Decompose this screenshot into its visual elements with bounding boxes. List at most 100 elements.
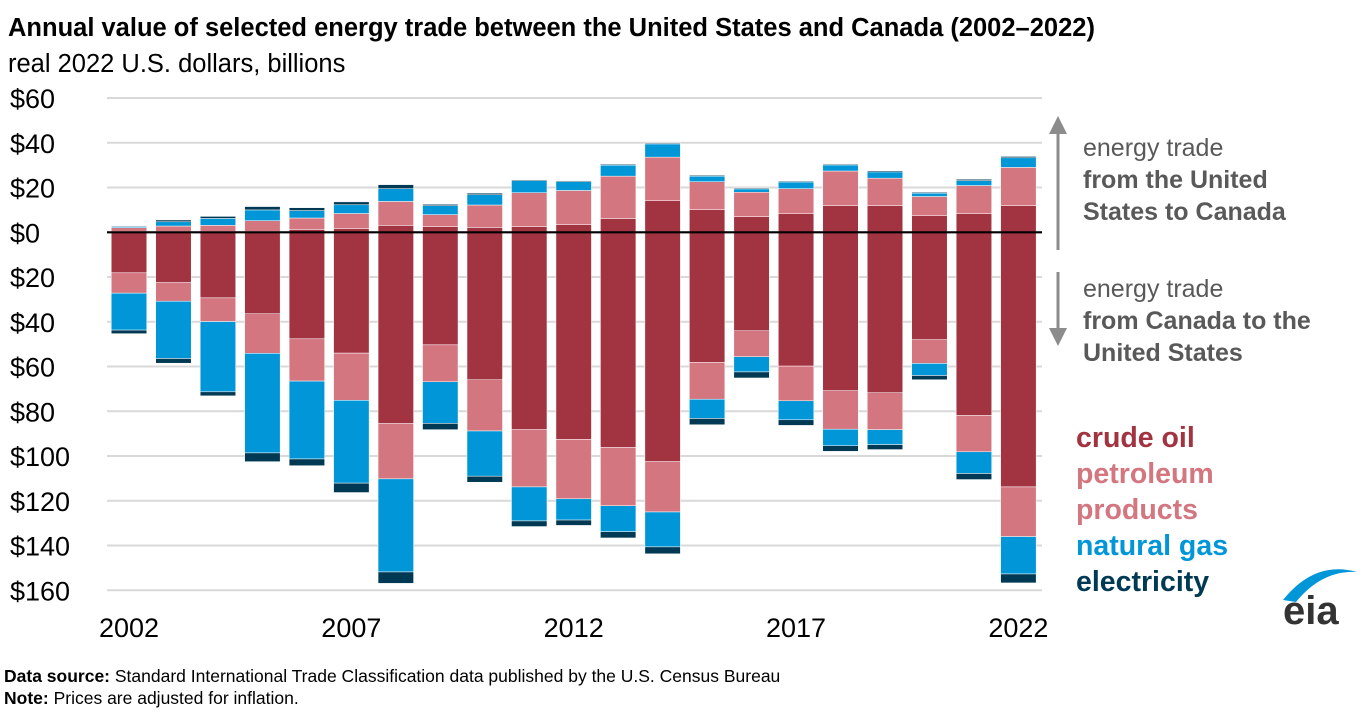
bar-import-electricity-2015: [689, 418, 726, 425]
bar-import-petroleum-products-2006: [288, 338, 325, 382]
y-tick-label: $0: [10, 218, 40, 248]
y-tick-label: $140: [10, 532, 70, 562]
bar-export-natural-gas-2003: [155, 221, 192, 227]
bar-export-natural-gas-2012: [555, 181, 592, 191]
bar-export-electricity-2015: [689, 174, 726, 177]
bar-import-electricity-2018: [822, 445, 859, 452]
bar-export-petroleum-products-2021: [955, 185, 992, 214]
bar-import-petroleum-products-2022: [1000, 486, 1037, 537]
bar-import-crude-oil-2021: [955, 232, 992, 416]
bar-import-electricity-2010: [466, 475, 503, 483]
bar-import-crude-oil-2012: [555, 232, 592, 440]
bar-export-crude-oil-2020: [911, 215, 948, 233]
bar-import-electricity-2002: [111, 329, 147, 334]
bar-import-petroleum-products-2012: [555, 439, 592, 500]
bar-import-petroleum-products-2018: [822, 390, 859, 430]
bar-import-electricity-2020: [911, 375, 948, 381]
bar-export-petroleum-products-2015: [689, 181, 726, 210]
bar-import-petroleum-products-2003: [155, 282, 192, 302]
bar-export-petroleum-products-2013: [600, 175, 637, 219]
bar-import-electricity-2008: [377, 571, 414, 584]
bar-import-natural-gas-2005: [244, 353, 281, 454]
arrow-up-icon: [1049, 116, 1067, 250]
bar-export-petroleum-products-2004: [199, 225, 236, 232]
bar-import-natural-gas-2012: [555, 498, 592, 521]
bar-export-petroleum-products-2011: [511, 192, 548, 227]
bar-export-natural-gas-2014: [644, 143, 681, 158]
bar-import-petroleum-products-2015: [689, 362, 726, 400]
bar-export-electricity-2021: [955, 179, 992, 181]
bar-import-crude-oil-2008: [377, 232, 414, 424]
bar-export-natural-gas-2011: [511, 180, 548, 193]
annotation-exports-line2: from the United: [1083, 166, 1268, 194]
bar-import-natural-gas-2017: [778, 400, 815, 421]
bar-export-natural-gas-2009: [422, 205, 459, 215]
bar-import-natural-gas-2002: [111, 292, 147, 331]
bar-import-petroleum-products-2016: [733, 330, 770, 357]
bar-import-crude-oil-2016: [733, 232, 770, 331]
bar-import-petroleum-products-2007: [333, 352, 370, 401]
bar-export-crude-oil-2014: [644, 200, 681, 233]
bar-export-crude-oil-2022: [1000, 205, 1037, 233]
bar-import-crude-oil-2013: [600, 232, 637, 448]
bar-export-natural-gas-2021: [955, 180, 992, 186]
bar-export-petroleum-products-2019: [866, 177, 903, 206]
bar-import-natural-gas-2009: [422, 381, 459, 424]
bar-import-natural-gas-2021: [955, 451, 992, 474]
bar-import-crude-oil-2009: [422, 232, 459, 346]
annotation-imports: energy trade from Canada to the United S…: [1083, 273, 1311, 369]
bar-export-petroleum-products-2008: [377, 201, 414, 226]
bar-import-petroleum-products-2019: [866, 392, 903, 430]
bar-import-petroleum-products-2004: [199, 297, 236, 322]
bar-export-electricity-2006: [288, 207, 325, 211]
legend: crude oil petroleum products natural gas…: [1076, 420, 1228, 600]
bar-import-natural-gas-2014: [644, 511, 681, 548]
bar-import-natural-gas-2011: [511, 486, 548, 522]
bar-export-natural-gas-2008: [377, 188, 414, 202]
bar-import-natural-gas-2015: [689, 398, 726, 419]
legend-electricity: electricity: [1076, 566, 1210, 598]
x-tick-label: 2007: [321, 613, 381, 643]
bar-export-natural-gas-2019: [866, 171, 903, 179]
bar-export-natural-gas-2004: [199, 218, 236, 226]
bar-import-natural-gas-2008: [377, 478, 414, 573]
note-text: Prices are adjusted for inflation.: [48, 688, 299, 708]
y-tick-label: $100: [10, 442, 70, 472]
legend-natural-gas: natural gas: [1076, 530, 1229, 562]
bar-export-petroleum-products-2009: [422, 214, 459, 227]
x-tick-label: 2002: [99, 613, 159, 643]
chart-title: Annual value of selected energy trade be…: [8, 14, 1095, 42]
legend-petroleum-products-line1: petroleum: [1076, 458, 1214, 490]
annotation-exports-line3: States to Canada: [1083, 198, 1286, 226]
footnote: Note: Prices are adjusted for inflation.: [4, 688, 299, 709]
bar-export-petroleum-products-2007: [333, 213, 370, 229]
bar-export-natural-gas-2018: [822, 164, 859, 172]
bar-import-electricity-2022: [1000, 573, 1037, 584]
bar-import-electricity-2003: [155, 358, 192, 364]
bar-export-electricity-2002: [111, 225, 147, 227]
svg-text:eia: eia: [1283, 589, 1339, 633]
bar-import-electricity-2009: [422, 423, 459, 430]
bar-export-electricity-2014: [644, 142, 681, 145]
note-label: Note:: [4, 688, 49, 708]
bar-export-natural-gas-2016: [733, 188, 770, 193]
bar-export-electricity-2022: [1000, 156, 1037, 159]
annotation-exports-line1: energy trade: [1083, 134, 1224, 162]
bar-import-crude-oil-2007: [333, 232, 370, 354]
bar-import-crude-oil-2017: [778, 232, 815, 367]
bar-import-crude-oil-2004: [199, 232, 236, 299]
y-tick-label: $40: [10, 129, 55, 159]
bar-import-natural-gas-2007: [333, 400, 370, 484]
bar-import-natural-gas-2003: [155, 300, 192, 359]
bar-export-natural-gas-2007: [333, 204, 370, 214]
x-tick-label: 2022: [988, 613, 1048, 643]
bar-import-petroleum-products-2008: [377, 423, 414, 480]
bar-export-petroleum-products-2014: [644, 156, 681, 202]
bar-import-petroleum-products-2020: [911, 339, 948, 364]
bar-export-natural-gas-2006: [288, 210, 325, 219]
bar-export-natural-gas-2020: [911, 192, 948, 197]
bar-export-petroleum-products-2016: [733, 191, 770, 217]
bar-import-electricity-2016: [733, 371, 770, 379]
bar-export-petroleum-products-2006: [288, 217, 325, 230]
legend-crude-oil: crude oil: [1076, 422, 1195, 454]
